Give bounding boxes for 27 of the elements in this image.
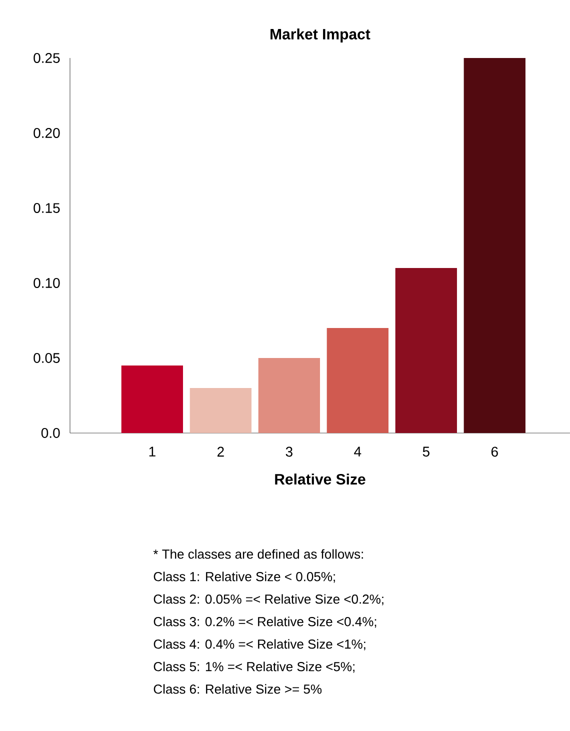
y-tick-label: 0.10 (34, 278, 60, 288)
chart-title: Market Impact (270, 28, 370, 42)
x-tick-label: 1 (149, 446, 156, 456)
bar (121, 366, 184, 433)
text: Class 4: 0.4% =< Relative Size <1%; (154, 639, 366, 650)
bar (190, 388, 252, 433)
x-tick-label: 6 (491, 446, 498, 457)
x-tick-label: 3 (286, 446, 292, 457)
x-tick-label: 4 (354, 446, 362, 456)
bar (464, 58, 526, 433)
bar (395, 268, 457, 433)
x-axis-title: Relative Size (275, 474, 366, 485)
text: Class 1: Relative Size < 0.05%; (154, 572, 335, 583)
x-tick-label: 5 (422, 446, 430, 457)
x-tick-label: 2 (217, 446, 224, 457)
text: Class 5: 1% =< Relative Size <5%; (154, 662, 354, 673)
text: Class 6: Relative Size >= 5% (154, 684, 322, 694)
y-tick-label: 0.15 (34, 203, 60, 213)
y-tick-label: 0.20 (34, 128, 60, 138)
text: Class 2: 0.05% =< Relative Size <0.2%; (154, 594, 384, 606)
text: * The classes are defined as follows: (153, 549, 363, 559)
bar (326, 328, 388, 433)
y-tick-label: 0.25 (34, 53, 60, 63)
text: Class 3: 0.2% =< Relative Size <0.4%; (154, 616, 376, 628)
y-tick-label: 0.0 (41, 428, 60, 438)
bar (258, 358, 320, 433)
y-tick-label: 0.05 (34, 353, 60, 363)
